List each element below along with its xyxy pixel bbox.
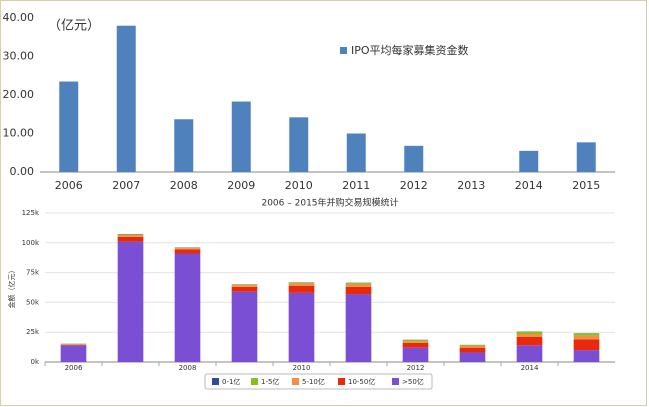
- bar-segment: [174, 249, 201, 254]
- chart-title: 2006 – 2015年并购交易规模统计: [261, 197, 398, 209]
- bar-segment: [573, 335, 600, 340]
- bar-segment: [117, 235, 144, 237]
- bar-segment: [231, 286, 258, 292]
- legend-label: 10-50亿: [348, 377, 375, 386]
- bar-segment: [60, 344, 87, 346]
- bar-segment: [459, 344, 486, 346]
- y-tick-label: 30.00: [3, 50, 35, 63]
- bar-segment: [231, 291, 258, 362]
- bar-segment: [573, 333, 600, 336]
- bar: [231, 101, 251, 172]
- legend-swatch: [212, 378, 219, 385]
- bar-segment: [345, 283, 372, 287]
- bar-segment: [60, 344, 87, 345]
- x-tick-label: 2014: [515, 179, 543, 192]
- legend-label: >50亿: [402, 377, 424, 386]
- bar-segment: [573, 339, 600, 351]
- y-tick-label: 25k: [26, 328, 40, 336]
- bar-segment: [174, 247, 201, 249]
- legend-label: IPO平均每家募集资金数: [351, 43, 469, 57]
- y-tick-label: 0k: [30, 358, 39, 366]
- bar: [576, 142, 596, 172]
- bar-segment: [288, 292, 315, 362]
- bar-segment: [402, 347, 429, 362]
- y-tick-label: 40.00: [3, 11, 35, 24]
- bar: [346, 133, 366, 172]
- bar-segment: [402, 339, 429, 342]
- legend-swatch: [292, 378, 299, 385]
- bar-segment: [516, 333, 543, 337]
- bar-segment: [573, 350, 600, 362]
- y-tick-label: 125k: [22, 209, 40, 217]
- legend-swatch: [251, 378, 258, 385]
- bar-segment: [459, 347, 486, 353]
- bar: [116, 25, 136, 173]
- legend-swatch: [340, 47, 347, 54]
- y-tick-label: 0.00: [10, 165, 35, 178]
- bar: [289, 117, 309, 172]
- bar-segment: [117, 234, 144, 236]
- legend-label: 0-1亿: [222, 377, 240, 386]
- x-tick-label: 2010: [285, 179, 313, 192]
- bar-segment: [402, 342, 429, 348]
- legend-box: [204, 373, 433, 390]
- bar-segment: [288, 282, 315, 284]
- legend-swatch: [338, 378, 345, 385]
- bar-segment: [345, 286, 372, 295]
- bar-segment: [117, 236, 144, 242]
- bar-segment: [345, 282, 372, 284]
- y-axis-label: 金额（亿元）: [7, 267, 16, 309]
- bar-segment: [288, 283, 315, 286]
- bar: [174, 119, 194, 172]
- bar-segment: [288, 285, 315, 293]
- y-tick-label: 75k: [26, 269, 40, 277]
- bar-segment: [516, 336, 543, 346]
- bar-segment: [516, 331, 543, 334]
- bar-segment: [516, 345, 543, 362]
- x-tick-label: 2010: [293, 364, 311, 372]
- legend-swatch: [392, 378, 399, 385]
- bar-segment: [174, 253, 201, 362]
- x-tick-label: 2008: [170, 179, 198, 192]
- bar-segment: [459, 352, 486, 362]
- y-tick-label: 20.00: [3, 88, 35, 101]
- x-tick-label: 2007: [112, 179, 140, 192]
- bar-segment: [231, 284, 258, 286]
- x-tick-label: 2006: [65, 364, 83, 372]
- x-tick-label: 2012: [407, 364, 425, 372]
- x-tick-label: 2006: [55, 179, 83, 192]
- y-tick-label: 10.00: [3, 127, 35, 140]
- bar-segment: [402, 341, 429, 343]
- x-tick-label: 2012: [400, 179, 428, 192]
- bar-segment: [60, 345, 87, 362]
- bar-segment: [459, 345, 486, 348]
- bar-segment: [345, 294, 372, 362]
- bar-segment: [117, 241, 144, 362]
- legend-label: 1-5亿: [261, 377, 279, 386]
- bar-segment: [174, 248, 201, 250]
- bar: [404, 145, 424, 172]
- bar: [519, 150, 539, 172]
- x-tick-label: 2014: [521, 364, 539, 372]
- bar: [59, 81, 79, 172]
- x-tick-label: 2013: [457, 179, 485, 192]
- legend-label: 5-10亿: [302, 377, 325, 386]
- y-tick-label: 100k: [22, 239, 40, 247]
- y-axis-label: （亿元）: [48, 19, 100, 34]
- x-tick-label: 2015: [572, 179, 600, 192]
- x-tick-label: 2008: [179, 364, 197, 372]
- y-tick-label: 50k: [26, 298, 40, 306]
- bar-segment: [231, 285, 258, 287]
- x-tick-label: 2011: [342, 179, 370, 192]
- x-tick-label: 2009: [227, 179, 255, 192]
